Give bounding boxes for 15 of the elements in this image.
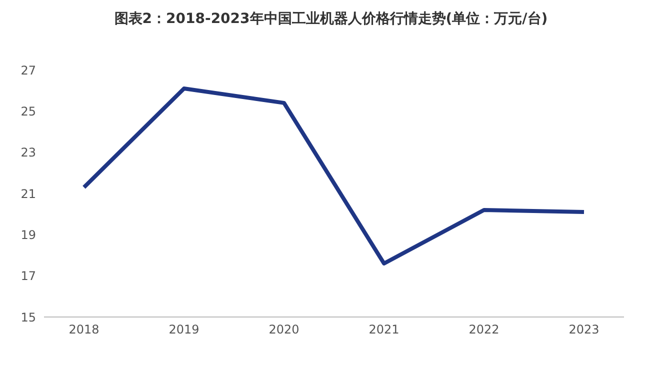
x-tick-label: 2021 (368, 322, 400, 337)
chart-title: 图表2：2018-2023年中国工业机器人价格行情走势(单位：万元/台) (113, 10, 549, 29)
x-tick-label: 2019 (168, 322, 200, 337)
y-tick-label: 21 (20, 186, 36, 201)
y-tick-label: 19 (20, 228, 36, 242)
x-tick-label: 2022 (468, 322, 500, 337)
y-tick-label: 23 (20, 146, 36, 160)
y-tick-label: 17 (20, 269, 36, 284)
line-series (82, 86, 586, 266)
x-tick-label: 2020 (268, 322, 300, 337)
x-tick-label: 2023 (568, 322, 600, 337)
y-tick-label: 27 (20, 63, 36, 78)
x-tick-label: 2018 (68, 322, 100, 337)
y-tick-label: 15 (20, 310, 36, 324)
y-tick-label: 25 (20, 104, 36, 118)
